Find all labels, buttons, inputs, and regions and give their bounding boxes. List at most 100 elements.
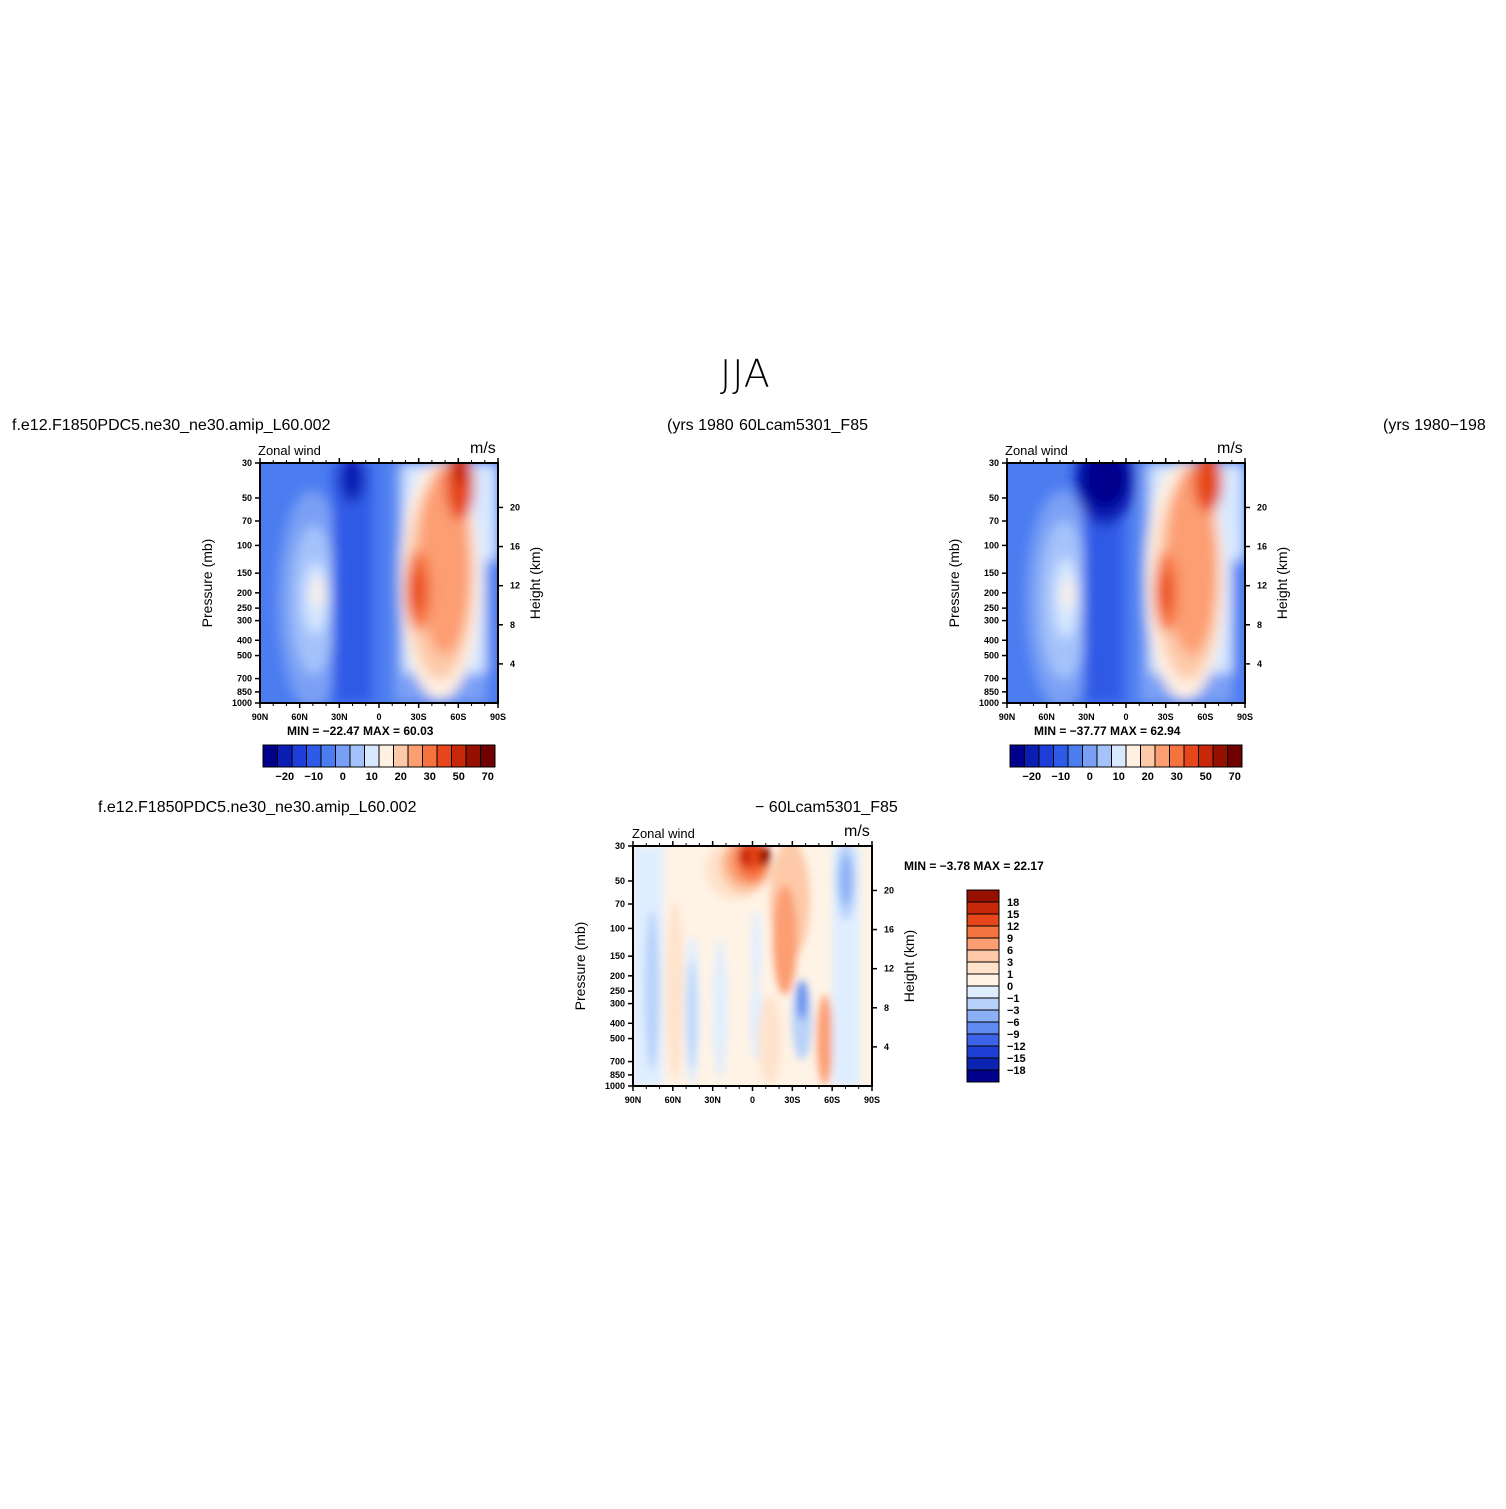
panel3-colorbar-box — [966, 1009, 1000, 1023]
panel3-colorbar-label: −18 — [1007, 1065, 1026, 1077]
panel3-colorbar-label: 15 — [1007, 909, 1019, 921]
panel1-xtick-label: 30N — [331, 712, 348, 722]
panel1-colorbar-box — [335, 744, 351, 768]
panel3-ytick-label: 100 — [610, 923, 625, 933]
panel2-ylabel: Pressure (mb) — [946, 539, 962, 628]
panel2-ytick-label: 500 — [984, 651, 999, 661]
panel1-colorbar-box — [407, 744, 423, 768]
panel2-xtick-label: 30N — [1078, 712, 1095, 722]
panel1-xtick-label: 90S — [490, 712, 506, 722]
panel2-colorbar-label: 50 — [1200, 771, 1212, 783]
panel1-ytick-label: 1000 — [232, 698, 252, 708]
panel3-colorbar-box — [966, 1033, 1000, 1047]
panel3-xtick-label: 30S — [784, 1095, 800, 1105]
panel1-y2tick-label: 16 — [510, 542, 520, 552]
panel2-xtick-label: 60N — [1038, 712, 1055, 722]
panel3-colorbar-box — [966, 997, 1000, 1011]
panel1-colorbar-box — [277, 744, 293, 768]
panel2-field — [1007, 463, 1245, 703]
panel3-y2tick-label: 20 — [884, 885, 894, 895]
panel3-ytick-label: 500 — [610, 1034, 625, 1044]
panel2-xtick-label: 90S — [1237, 712, 1253, 722]
panel3-y2label: Height (km) — [901, 930, 917, 1002]
panel1-ytick-label: 200 — [237, 588, 252, 598]
panel1-xtick-label: 30S — [411, 712, 427, 722]
panel1-colorbar-label: 10 — [366, 771, 378, 783]
panel2-y2tick-label: 8 — [1257, 620, 1262, 630]
panel3-colorbar-label: −15 — [1007, 1053, 1026, 1065]
panel3-ytick-label: 850 — [610, 1070, 625, 1080]
panel3-colorbar-box — [966, 961, 1000, 975]
panel2-colorbar-box — [1053, 744, 1069, 768]
panel1-colorbar-box — [378, 744, 394, 768]
panel3-ytick-label: 300 — [610, 999, 625, 1009]
panel3-ytick-label: 150 — [610, 951, 625, 961]
panel2-xtick-label: 60S — [1197, 712, 1213, 722]
panel2-colorbar-box — [1227, 744, 1243, 768]
panel2-colorbar-box — [1009, 744, 1025, 768]
panel1-colorbar-box — [422, 744, 438, 768]
panel3-xtick-label: 90N — [625, 1095, 642, 1105]
panel1-y2tick-label: 4 — [510, 659, 515, 669]
panel3-ytick-label: 1000 — [605, 1081, 625, 1091]
panel1-ytick-label: 70 — [242, 516, 252, 526]
panel2-ytick-label: 70 — [989, 516, 999, 526]
panel1-colorbar-box — [480, 744, 496, 768]
panel1-ylabel: Pressure (mb) — [199, 539, 215, 628]
panel2-colorbar-box — [1096, 744, 1112, 768]
panel3-colorbar-label: −9 — [1007, 1029, 1020, 1041]
page-title: JJA — [720, 352, 771, 396]
panel1-colorbar-box — [262, 744, 278, 768]
panel2-ytick-label: 150 — [984, 568, 999, 578]
panel2-colorbar-box — [1140, 744, 1156, 768]
panel2-ytick-label: 100 — [984, 540, 999, 550]
panel2-case-right: (yrs 1980−198 — [1383, 417, 1486, 434]
panel3-ytick-label: 200 — [610, 971, 625, 981]
panel1-case-left: f.e12.F1850PDC5.ne30_ne30.amip_L60.002 — [12, 417, 331, 434]
panel3-xtick-label: 90S — [864, 1095, 880, 1105]
panel2-colorbar-label: 0 — [1087, 771, 1093, 783]
panel3-colorbar-box — [966, 913, 1000, 927]
panel3-ylabel: Pressure (mb) — [572, 922, 588, 1011]
panel1-colorbar-box — [364, 744, 380, 768]
panel1-ytick-label: 250 — [237, 603, 252, 613]
panel2-y2tick-label: 4 — [1257, 659, 1262, 669]
panel2-y2tick-label: 16 — [1257, 542, 1267, 552]
panel1-colorbar-box — [436, 744, 452, 768]
panel1-ytick-label: 700 — [237, 674, 252, 684]
panel2-xtick-label: 30S — [1158, 712, 1174, 722]
panel3-colorbar-label: 12 — [1007, 921, 1019, 933]
panel1-case-right: (yrs 1980 — [667, 417, 734, 434]
panel3-xtick-label: 60S — [824, 1095, 840, 1105]
panel1-colorbar-box — [393, 744, 409, 768]
panel1-ytick-label: 500 — [237, 651, 252, 661]
panel2-xtick-label: 90N — [999, 712, 1016, 722]
panel1-y2tick-label: 20 — [510, 502, 520, 512]
panel1-colorbar-box — [451, 744, 467, 768]
panel2-colorbar-label: 30 — [1171, 771, 1183, 783]
panel1-colorbar-label: 0 — [340, 771, 346, 783]
panel2-colorbar-label: 10 — [1113, 771, 1125, 783]
panel3-colorbar-box — [966, 949, 1000, 963]
panel1-ytick-label: 150 — [237, 568, 252, 578]
panel3-colorbar-box — [966, 985, 1000, 999]
panel1-colorbar-box — [465, 744, 481, 768]
panel2-colorbar-box — [1125, 744, 1141, 768]
panel1-field — [260, 463, 498, 703]
panel1-ytick-label: 300 — [237, 616, 252, 626]
panel1-colorbar-label: 50 — [453, 771, 465, 783]
panel3-colorbar-label: 9 — [1007, 933, 1013, 945]
panel1-xtick-label: 0 — [376, 712, 381, 722]
panel1-units: m/s — [470, 440, 496, 457]
panel1-colorbar-box — [349, 744, 365, 768]
panel2-colorbar-box — [1169, 744, 1185, 768]
panel3-y2tick-label: 16 — [884, 925, 894, 935]
panel1-xtick-label: 60N — [291, 712, 308, 722]
panel2-y2label: Height (km) — [1274, 547, 1290, 619]
panel2-ytick-label: 50 — [989, 493, 999, 503]
panel3-colorbar-box — [966, 973, 1000, 987]
panel2-colorbar-label: 20 — [1142, 771, 1154, 783]
panel2-colorbar-box — [1212, 744, 1228, 768]
panel3-colorbar-label: 3 — [1007, 957, 1013, 969]
panel2-colorbar-box — [1198, 744, 1214, 768]
